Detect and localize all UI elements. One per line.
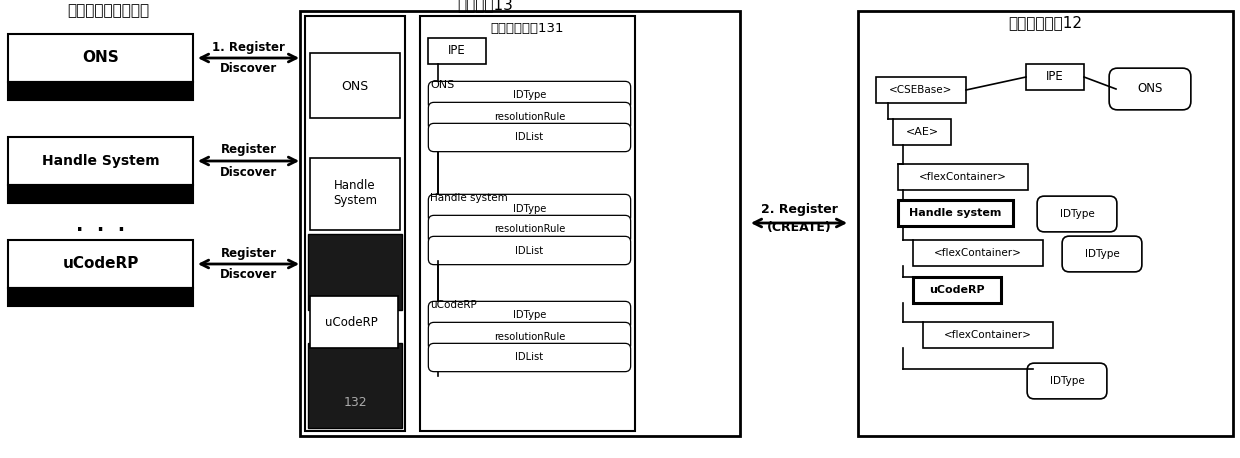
Text: 1. Register: 1. Register (212, 40, 285, 54)
Text: ONS: ONS (1137, 82, 1163, 96)
FancyBboxPatch shape (428, 322, 631, 351)
Bar (7, 185, 193, 203)
Text: Register: Register (221, 143, 277, 157)
Bar (7, 137, 193, 185)
Bar (308, 343, 402, 428)
Bar (913, 277, 1001, 303)
Text: (CREATE): (CREATE) (766, 222, 831, 234)
Text: Discover: Discover (219, 165, 277, 179)
Text: IDList: IDList (516, 245, 543, 256)
Text: IPE: IPE (1047, 71, 1064, 83)
FancyBboxPatch shape (428, 301, 631, 330)
Bar (305, 16, 405, 431)
FancyBboxPatch shape (1027, 363, 1107, 399)
Text: Handle system: Handle system (430, 193, 507, 203)
Text: resolutionRule: resolutionRule (494, 111, 565, 121)
Text: 第三方标识解析系统: 第三方标识解析系统 (67, 4, 149, 18)
Bar (923, 322, 1053, 348)
Text: IDType: IDType (1049, 376, 1084, 386)
FancyBboxPatch shape (428, 236, 631, 265)
Text: resolutionRule: resolutionRule (494, 224, 565, 234)
FancyBboxPatch shape (428, 344, 631, 371)
Bar (898, 200, 1013, 226)
Text: uCodeRP: uCodeRP (325, 316, 378, 328)
Text: Register: Register (221, 246, 277, 260)
FancyBboxPatch shape (428, 82, 631, 109)
Text: <flexContainer>: <flexContainer> (944, 330, 1032, 340)
Bar (898, 164, 1028, 190)
Text: <AE>: <AE> (905, 127, 939, 137)
Text: ONS: ONS (82, 50, 119, 65)
Text: ONS: ONS (341, 80, 368, 93)
Bar (875, 77, 966, 103)
Text: uCodeRP: uCodeRP (430, 300, 476, 310)
Bar (7, 82, 193, 100)
Text: IDType: IDType (513, 91, 546, 100)
Text: 资源管理模块131: 资源管理模块131 (491, 22, 564, 36)
Text: Discover: Discover (219, 268, 277, 282)
Bar (308, 234, 402, 310)
Text: <flexContainer>: <flexContainer> (934, 248, 1022, 258)
FancyBboxPatch shape (428, 102, 631, 131)
Text: IPE: IPE (448, 44, 466, 58)
Bar (1025, 64, 1084, 90)
Text: uCodeRP: uCodeRP (929, 285, 985, 295)
Bar (7, 240, 193, 288)
Text: IDList: IDList (516, 353, 543, 362)
Text: IDType: IDType (513, 203, 546, 213)
Text: IDList: IDList (516, 132, 543, 142)
FancyBboxPatch shape (428, 123, 631, 152)
FancyBboxPatch shape (1109, 68, 1190, 110)
Text: Discover: Discover (219, 62, 277, 76)
Bar (310, 296, 398, 348)
Bar (858, 11, 1233, 436)
Bar (310, 158, 401, 230)
Text: ·  ·  ·: · · · (76, 220, 125, 240)
Bar (7, 34, 193, 82)
Bar (310, 53, 401, 118)
Text: Handle system: Handle system (909, 208, 1002, 218)
Text: ONS: ONS (430, 80, 454, 90)
Bar (428, 38, 486, 64)
Text: 公共业务实体12: 公共业务实体12 (1008, 16, 1083, 31)
Text: uCodeRP: uCodeRP (62, 256, 139, 272)
Text: resolutionRule: resolutionRule (494, 332, 565, 342)
Bar (913, 240, 1043, 266)
Text: 2. Register: 2. Register (760, 202, 837, 216)
Text: Handle System: Handle System (42, 154, 159, 168)
Bar (893, 119, 951, 145)
Text: IDType: IDType (513, 311, 546, 321)
Text: <CSEBase>: <CSEBase> (889, 85, 952, 95)
Text: <flexContainer>: <flexContainer> (919, 172, 1007, 182)
Bar (7, 288, 193, 306)
Text: IDType: IDType (1060, 209, 1095, 219)
Text: IDType: IDType (1085, 249, 1120, 259)
Text: 互通实体13: 互通实体13 (456, 0, 512, 12)
Text: Handle
System: Handle System (334, 179, 377, 207)
Bar (420, 16, 635, 431)
FancyBboxPatch shape (1063, 236, 1142, 272)
FancyBboxPatch shape (1037, 196, 1117, 232)
FancyBboxPatch shape (428, 215, 631, 244)
Text: 132: 132 (343, 397, 367, 409)
FancyBboxPatch shape (428, 194, 631, 223)
Bar (300, 11, 740, 436)
